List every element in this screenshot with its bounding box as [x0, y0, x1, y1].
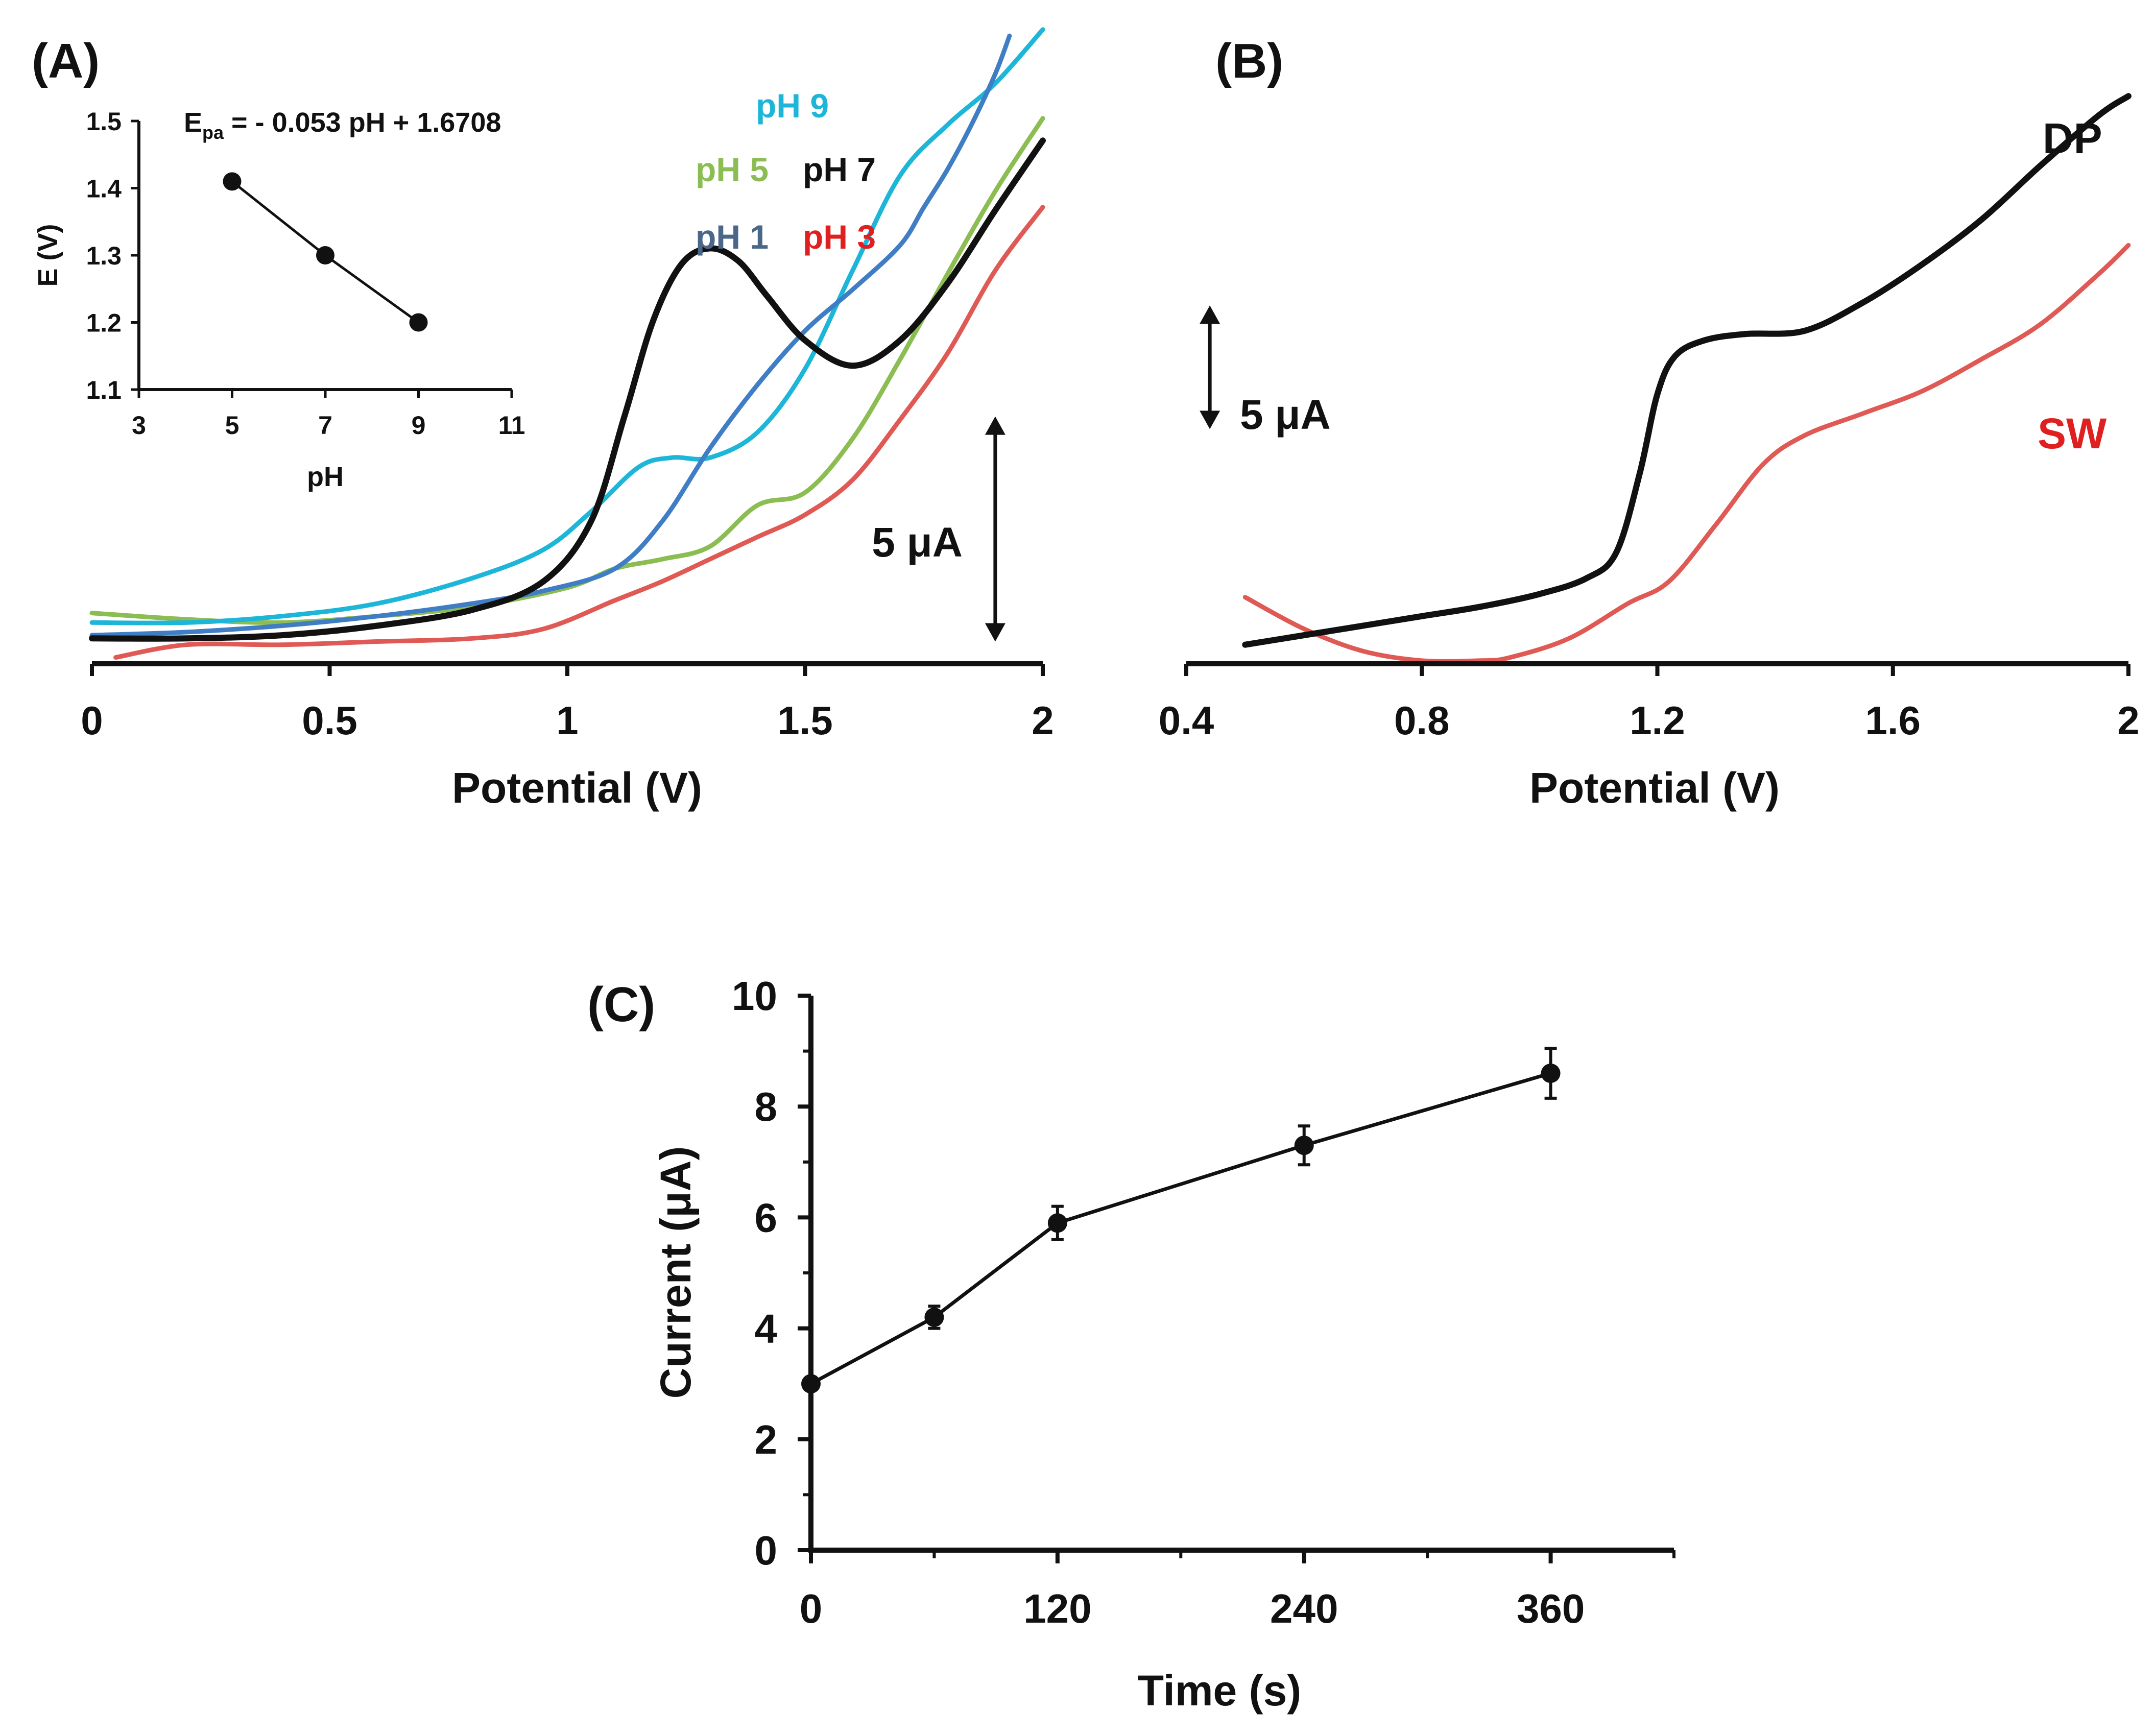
panel-c-x-tick-label: 360: [1517, 1586, 1585, 1631]
panel-c-ticks: 0 2 4 6 8 10 0 120 240 360: [732, 973, 1675, 1631]
panel-c-x-tick-label: 0: [800, 1586, 823, 1631]
panel-b-scale-bar-arrow-up: [1200, 305, 1220, 324]
series-label-ph3: pH 3: [803, 218, 876, 256]
panel-c-y-tick-label: 10: [732, 973, 777, 1019]
panel-a-x-tick-label: 0: [81, 698, 103, 743]
panel-a-series-ph9: [89, 27, 1045, 625]
series-label-ph1: pH 1: [696, 218, 769, 256]
panel-b-series-dp: [1242, 93, 2132, 648]
panel-a-chart: 0 0.5 1 1.5 2 Potential (V) 5 μA pH 9 pH 5 p…: [81, 27, 1054, 812]
panel-a-series-ph1: [89, 33, 1012, 638]
inset-equation: Epa = - 0.053 pH + 1.6708: [184, 107, 501, 143]
panel-b-x-tick-label: 1.2: [1630, 698, 1685, 743]
panel-c-x-tick-label: 240: [1270, 1586, 1338, 1631]
panel-a-inset-chart: 3 5 7 9 11 1.1 1.2 1.3 1.4 1.5 Epa = - 0.053 pH +…: [33, 107, 525, 492]
panel-a-scale-bar-label: 5 μA: [872, 519, 963, 566]
panel-c-data-point: [1294, 1136, 1314, 1155]
inset-ticks: 3 5 7 9 11 1.1 1.2 1.3 1.4 1.5: [86, 107, 525, 440]
inset-y-tick-label: 1.4: [86, 175, 122, 203]
panel-b-x-tick-label: 0.8: [1394, 698, 1449, 743]
panel-a-series-ph7: [89, 137, 1046, 642]
series-label-dp: DP: [2043, 114, 2102, 162]
panel-b-chart: 0.4 0.8 1.2 1.6 2 Potential (V) 5 μA DP SW: [1159, 93, 2140, 812]
panel-c-y-tick-label: 6: [755, 1195, 778, 1240]
inset-data-point: [316, 246, 334, 264]
panel-a-scale-bar: [985, 416, 1005, 642]
inset-x-tick-label: 7: [318, 411, 332, 440]
panel-b-x-axis-label: Potential (V): [1529, 764, 1780, 812]
panel-b-x-ticks: 0.4 0.8 1.2 1.6 2: [1159, 664, 2140, 743]
inset-y-axis-label: E (V): [33, 224, 63, 286]
panel-b-scale-bar: [1200, 305, 1220, 429]
panel-c-plot-area: [801, 1047, 1561, 1394]
panel-a-x-tick-label: 0.5: [302, 698, 357, 743]
panel-c-data-point: [801, 1374, 821, 1394]
panel-b-scale-bar-arrow-down: [1200, 411, 1220, 429]
panel-c-series-line: [810, 1071, 1551, 1386]
inset-y-tick-label: 1.1: [86, 376, 122, 404]
panel-b-x-tick-label: 0.4: [1159, 698, 1214, 743]
panel-c-data-point: [1047, 1213, 1067, 1233]
inset-x-axis-label: pH: [307, 462, 344, 492]
panel-c-y-axis-label: Current (μA): [652, 1146, 700, 1399]
panel-c-data-point: [924, 1307, 944, 1327]
inset-plot-area: [223, 172, 428, 332]
panel-a-x-tick-label: 1: [556, 698, 578, 743]
panel-c-y-tick-label: 8: [755, 1084, 778, 1129]
panel-b-series-sw: [1242, 243, 2131, 664]
panel-c-data-point: [1541, 1064, 1561, 1083]
panel-label-a: (A): [32, 34, 100, 88]
panel-b-plot-area: [1242, 93, 2132, 664]
inset-data-point: [223, 172, 242, 191]
panel-a-x-tick-label: 2: [1032, 698, 1053, 743]
panel-a-scale-bar-arrow-down: [985, 623, 1005, 642]
panel-c-chart: 0 2 4 6 8 10 0 120 240 360 Time (s) Current (μA): [652, 973, 1675, 1715]
panel-b-scale-bar-label: 5 μA: [1240, 392, 1331, 438]
panel-c-y-tick-label: 0: [755, 1528, 778, 1573]
panel-label-c: (C): [587, 977, 655, 1032]
panel-a-series-ph3: [113, 205, 1045, 660]
panel-c-x-axis-label: Time (s): [1138, 1667, 1302, 1715]
inset-x-tick-label: 3: [132, 411, 146, 440]
panel-b-x-tick-label: 1.6: [1865, 698, 1921, 743]
panel-a-plot-area: [89, 27, 1046, 660]
inset-y-tick-label: 1.5: [86, 107, 122, 136]
panel-c-y-tick-label: 2: [755, 1417, 778, 1462]
series-label-sw: SW: [2038, 409, 2107, 457]
series-label-ph7: pH 7: [803, 151, 876, 188]
panel-b-x-tick-label: 2: [2117, 698, 2139, 743]
series-label-ph5: pH 5: [696, 151, 769, 188]
panel-c-x-tick-label: 120: [1023, 1586, 1091, 1631]
panel-a-scale-bar-arrow-up: [985, 416, 1005, 435]
panel-a-x-tick-label: 1.5: [777, 698, 832, 743]
inset-y-tick-label: 1.3: [86, 242, 122, 270]
inset-x-tick-label: 5: [225, 411, 240, 440]
inset-x-tick-label: 11: [498, 411, 525, 440]
panel-c-y-tick-label: 4: [755, 1306, 778, 1352]
inset-data-point: [409, 313, 428, 332]
series-label-ph9: pH 9: [756, 87, 829, 125]
panel-a-x-axis-label: Potential (V): [452, 764, 702, 812]
panel-label-b: (B): [1215, 34, 1283, 88]
inset-y-tick-label: 1.2: [86, 309, 122, 337]
panel-a-x-ticks: 0 0.5 1 1.5 2: [81, 664, 1054, 743]
inset-x-tick-label: 9: [412, 411, 426, 440]
